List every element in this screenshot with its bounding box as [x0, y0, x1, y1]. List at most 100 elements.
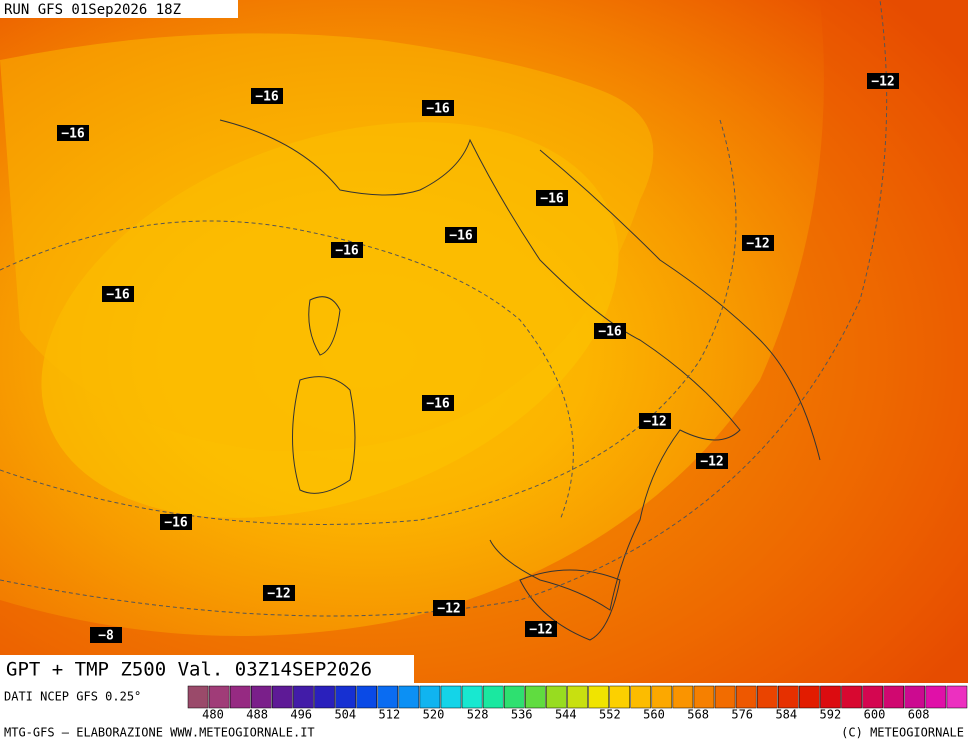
- colorbar-swatch: [588, 685, 609, 709]
- contour-label: −12: [643, 415, 666, 430]
- contour-label: −16: [426, 397, 450, 412]
- contour-label-bg: [422, 100, 454, 116]
- colorbar-label: 592: [820, 708, 842, 722]
- contour-label: −16: [335, 244, 359, 259]
- italy-coast: [219, 119, 741, 611]
- colorbar-swatch: [461, 685, 483, 709]
- contour: [0, 220, 574, 521]
- colorbar-label: 536: [511, 708, 533, 722]
- contour-label: −16: [449, 229, 473, 244]
- colorbar-swatch: [503, 685, 525, 709]
- colorbar-label: 544: [555, 708, 577, 722]
- colorbar-label: 600: [864, 708, 886, 722]
- colorbar-label: 576: [731, 708, 753, 722]
- title-box: [0, 655, 414, 685]
- colorbar-swatch: [250, 685, 272, 709]
- contour: [0, 119, 737, 525]
- colorbar-swatch: [419, 685, 441, 709]
- colorbar-swatch: [714, 685, 736, 709]
- sardinia: [292, 376, 356, 494]
- contour-label: −12: [700, 455, 723, 470]
- colorbar-swatch: [862, 685, 883, 709]
- colorbar-swatch: [904, 685, 926, 709]
- field-warm: [0, 0, 968, 683]
- coastlines: [219, 119, 821, 641]
- contours: [0, 0, 888, 617]
- colorbar-swatch: [925, 685, 947, 709]
- colorbar-swatch: [672, 685, 694, 709]
- colorbar-swatch: [377, 685, 399, 709]
- colorbar-label: 512: [379, 708, 401, 722]
- contour-label-bg: [867, 73, 899, 89]
- contour-label: −16: [164, 516, 188, 531]
- contour-label-bg: [536, 190, 568, 206]
- colorbar-swatch: [314, 685, 335, 709]
- contour-label-bg: [251, 88, 283, 104]
- contour-label-bg: [742, 235, 774, 251]
- contour-label-bg: [102, 286, 134, 302]
- colorbar-swatch: [293, 685, 314, 709]
- header-box: [0, 0, 238, 18]
- colorbar-swatch: [525, 685, 546, 709]
- contour-label: −8: [98, 629, 114, 644]
- colorbar-swatch: [440, 685, 462, 709]
- colorbar-swatch: [735, 685, 757, 709]
- contour-label-bg: [331, 242, 363, 258]
- colorbar-swatch: [546, 685, 567, 709]
- colorbar-swatch: [883, 685, 905, 709]
- colorbar-swatch: [820, 685, 841, 709]
- contour-label-bg: [525, 621, 557, 637]
- colorbar-label: 560: [643, 708, 665, 722]
- source: DATI NCEP GFS 0.25°: [4, 690, 141, 704]
- colorbar-label: 608: [908, 708, 930, 722]
- colorbar-swatch: [398, 685, 420, 709]
- colorbar-label: 528: [467, 708, 489, 722]
- colorbar-swatch: [208, 685, 230, 709]
- contour: [0, 0, 888, 617]
- colorbar-swatch: [335, 685, 356, 709]
- field-band: [0, 33, 654, 452]
- contour-label: −12: [267, 587, 290, 602]
- colorbar-swatch: [272, 685, 293, 709]
- colorbar-swatch: [799, 685, 820, 709]
- colorbar-swatch: [567, 685, 588, 709]
- contour-label-bg: [594, 323, 626, 339]
- credit-right: (C) METEOGIORNALE: [841, 726, 964, 740]
- contour-label: −12: [529, 623, 552, 638]
- adriatic-east: [539, 149, 821, 461]
- contour-label: −12: [746, 237, 769, 252]
- contour-label-bg: [422, 395, 454, 411]
- colorbar-swatch: [693, 685, 715, 709]
- run-label: RUN GFS 01Sep2026 18Z: [4, 2, 181, 18]
- colorbar-swatch: [609, 685, 630, 709]
- contour-label-bg: [57, 125, 89, 141]
- colorbar-label: 552: [599, 708, 621, 722]
- map-title: GPT + TMP Z500 Val. 03Z14SEP2026: [6, 659, 372, 681]
- colorbar-swatch: [482, 685, 504, 709]
- colorbar-swatch: [356, 685, 377, 709]
- contour-label-bg: [90, 627, 122, 643]
- contour-label: −16: [598, 325, 622, 340]
- colorbar: 480 488 496 504 512 520 528 536 544 552 560 568 576 5…: [187, 685, 968, 722]
- contour-label: −16: [426, 102, 450, 117]
- colorbar-swatch: [187, 685, 209, 709]
- contour-label-bg: [160, 514, 192, 530]
- colorbar-label: 520: [423, 708, 445, 722]
- contour-label-bg: [263, 585, 295, 601]
- map: −16 −16 −16 −12 −16 −16 −16 −12 −16 −16 −16 −12 −12 −…: [0, 0, 968, 683]
- colorbar-label: 496: [290, 708, 312, 722]
- contour-label: −16: [61, 127, 85, 142]
- credit-left: MTG-GFS — ELABORAZIONE WWW.METEOGIORNALE…: [4, 726, 315, 740]
- colorbar-swatch: [651, 685, 673, 709]
- colorbar-swatch: [630, 685, 652, 709]
- colorbar-label: 488: [246, 708, 268, 722]
- colorbar-label: 568: [687, 708, 709, 722]
- sicily: [519, 569, 621, 641]
- contour-label-bg: [433, 600, 465, 616]
- corsica: [308, 296, 341, 356]
- colorbar-swatch: [946, 685, 968, 709]
- contour-labels: −16 −16 −16 −12 −16 −16 −16 −12 −16 −16 −16 −12 −12 −…: [57, 73, 899, 644]
- contour-label: −16: [540, 192, 564, 207]
- contour-label: −12: [871, 75, 894, 90]
